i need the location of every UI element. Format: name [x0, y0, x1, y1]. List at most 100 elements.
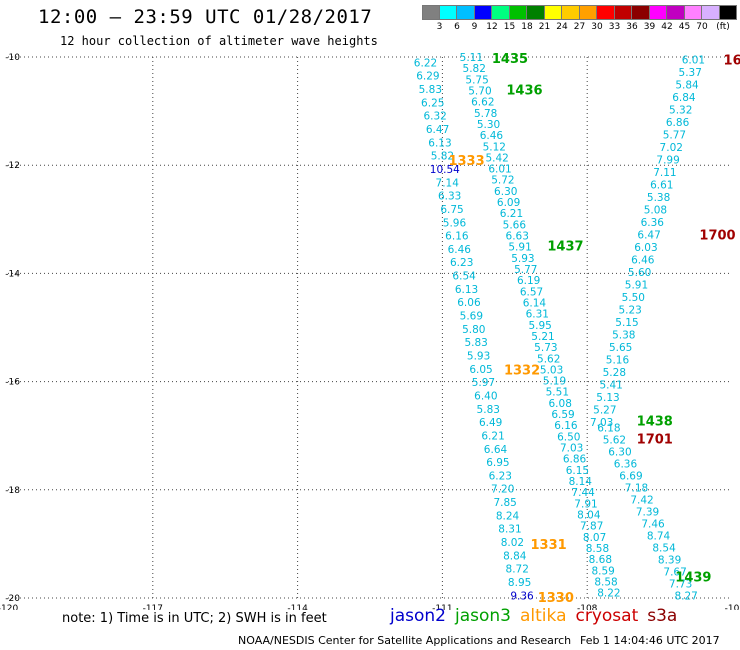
wave-height-value: 5.83	[477, 404, 500, 416]
pass-time-label: 1435	[492, 52, 528, 67]
wave-height-value: 8.22	[597, 588, 620, 600]
wave-height-value: 7.46	[641, 518, 665, 530]
wave-height-value: 8.07	[583, 532, 606, 544]
wave-height-value: 6.46	[480, 130, 504, 142]
wave-height-value: 8.72	[506, 564, 529, 576]
pass-time-label: 1331	[530, 538, 566, 553]
wave-height-value: 5.77	[514, 264, 537, 276]
wave-height-value: 7.18	[625, 482, 648, 494]
lat-tick-label: -12	[5, 161, 20, 171]
wave-height-value: 8.54	[652, 542, 676, 554]
color-scale-label: 27	[573, 22, 586, 32]
color-scale-label: 42	[661, 22, 673, 32]
wave-height-value: 8.31	[498, 524, 521, 536]
color-swatch	[632, 5, 650, 20]
wave-height-value: 7.11	[653, 167, 676, 179]
pass-time-label: 1659	[724, 54, 740, 69]
wave-height-value: 6.15	[566, 465, 589, 477]
wave-height-value: 5.84	[675, 80, 699, 92]
lon-tick-label: -108	[577, 604, 598, 610]
wave-height-value: 5.16	[606, 355, 630, 367]
lon-tick-label: -10	[725, 604, 740, 610]
wave-height-value: 6.61	[650, 180, 673, 192]
credit-line: NOAA/NESDIS Center for Satellite Applica…	[238, 634, 572, 647]
wave-height-value: 5.82	[463, 63, 486, 75]
wave-height-value: 6.64	[484, 444, 508, 456]
wave-height-value: 5.69	[460, 311, 483, 323]
wave-height-value: 8.84	[503, 550, 527, 562]
wave-height-value: 6.54	[452, 271, 476, 283]
color-swatch	[597, 5, 615, 20]
color-scale-label: 39	[643, 22, 656, 32]
wave-height-value: 5.95	[528, 320, 551, 332]
units-note: note: 1) Time is in UTC; 2) SWH is in fe…	[62, 611, 327, 626]
wave-height-value: 5.77	[663, 130, 686, 142]
wave-height-value: 5.83	[464, 337, 487, 349]
wave-height-value: 6.09	[497, 197, 520, 209]
color-scale-label: 45	[678, 22, 691, 32]
wave-height-value: 6.36	[614, 459, 638, 471]
wave-height-value: 8.59	[591, 565, 614, 577]
wave-height-value: 6.75	[440, 204, 463, 216]
wave-height-value: 5.78	[474, 108, 497, 120]
wave-height-value: 6.16	[554, 420, 578, 432]
color-scale-label: 70	[696, 22, 708, 32]
page-subtitle: 12 hour collection of altimeter wave hei…	[60, 34, 378, 48]
pass-time-label: 1701	[637, 432, 673, 447]
wave-height-value: 8.74	[647, 530, 671, 542]
wave-height-value: 6.16	[445, 231, 469, 243]
wave-height-value: 6.01	[488, 164, 511, 176]
wave-height-value: 5.83	[419, 84, 442, 96]
wave-height-value: 5.19	[543, 376, 566, 388]
wave-height-value: 6.57	[520, 286, 543, 298]
wave-height-value: 7.85	[493, 497, 516, 509]
color-swatch	[527, 5, 545, 20]
color-scale-label: 15	[503, 22, 516, 32]
wave-height-value: 6.21	[500, 208, 523, 220]
wave-height-value: 7.14	[436, 177, 460, 189]
color-swatch	[649, 5, 667, 20]
satellite-legend-item: s3a	[647, 606, 678, 626]
wave-height-value: 5.32	[669, 105, 692, 117]
color-scale-label: 9	[471, 22, 478, 32]
satellite-legend-item: altika	[520, 606, 567, 626]
wave-height-value: 6.69	[619, 471, 642, 483]
wave-height-value: 5.66	[503, 219, 527, 231]
wave-height-value: 5.15	[615, 317, 638, 329]
pass-time-label: 1333	[448, 154, 484, 169]
wave-height-value: 5.21	[531, 331, 554, 343]
wave-height-value: 6.59	[551, 409, 574, 421]
wave-height-value: 5.03	[540, 364, 563, 376]
pass-time-label: 1439	[675, 570, 711, 585]
wave-height-value: 6.03	[634, 242, 657, 254]
wave-height-value: 5.97	[472, 377, 495, 389]
lat-tick-label: -10	[5, 53, 20, 63]
color-swatch	[614, 5, 632, 20]
color-scale-label: 24	[556, 22, 568, 32]
wave-height-value: 5.73	[534, 342, 557, 354]
pass-time-label: 1438	[637, 415, 673, 430]
wave-height-value: 6.14	[523, 297, 547, 309]
color-swatch	[667, 5, 685, 20]
wave-height-value: 5.27	[593, 405, 616, 417]
pass-time-label: 1332	[504, 364, 540, 379]
wave-height-value: 6.30	[494, 186, 517, 198]
wave-height-value: 6.50	[557, 431, 580, 443]
wave-height-value: 6.23	[489, 470, 512, 482]
wave-height-value: 5.13	[596, 392, 619, 404]
lon-tick-label: -120	[0, 604, 18, 610]
wave-height-value: 6.49	[479, 417, 502, 429]
wave-height-value: 6.21	[481, 430, 504, 442]
satellite-legend-item: jason2	[390, 606, 446, 626]
wave-height-value: 6.86	[563, 454, 587, 466]
color-swatch	[439, 5, 457, 20]
wave-height-value: 5.60	[628, 267, 651, 279]
wave-height-value: 6.08	[549, 398, 572, 410]
wave-height-value: 6.19	[517, 275, 540, 287]
wave-height-value: 7.03	[560, 443, 583, 455]
wave-height-value: 5.93	[467, 350, 490, 362]
wave-height-value: 6.47	[637, 230, 660, 242]
wave-height-value: 7.87	[580, 521, 603, 533]
wave-height-value: 8.02	[501, 537, 524, 549]
wave-height-value: 7.73	[669, 578, 692, 590]
